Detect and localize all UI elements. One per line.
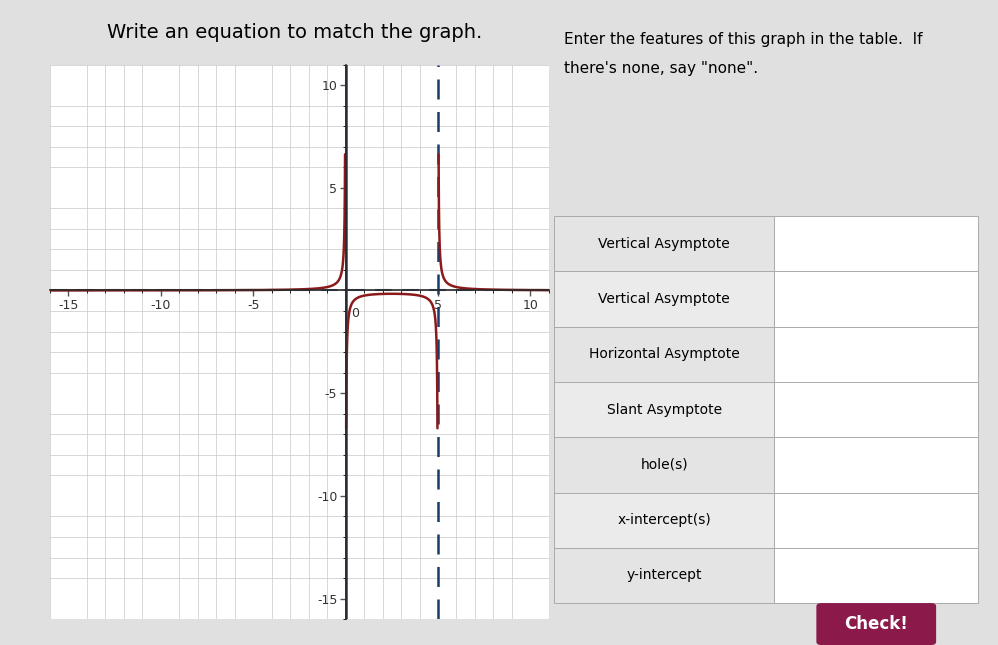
Text: Write an equation to match the graph.: Write an equation to match the graph. [107,23,482,41]
Text: Vertical Asymptote: Vertical Asymptote [598,292,731,306]
Text: y-intercept: y-intercept [627,568,702,582]
Text: hole(s): hole(s) [641,458,688,472]
Text: there's none, say "none".: there's none, say "none". [564,61,758,76]
Text: x-intercept(s): x-intercept(s) [618,513,711,527]
Text: Vertical Asymptote: Vertical Asymptote [598,237,731,251]
Text: Horizontal Asymptote: Horizontal Asymptote [589,347,740,361]
Text: Check!: Check! [844,615,908,633]
Text: 0: 0 [351,307,359,320]
Text: Slant Asymptote: Slant Asymptote [607,402,722,417]
Text: Enter the features of this graph in the table.  If: Enter the features of this graph in the … [564,32,922,47]
